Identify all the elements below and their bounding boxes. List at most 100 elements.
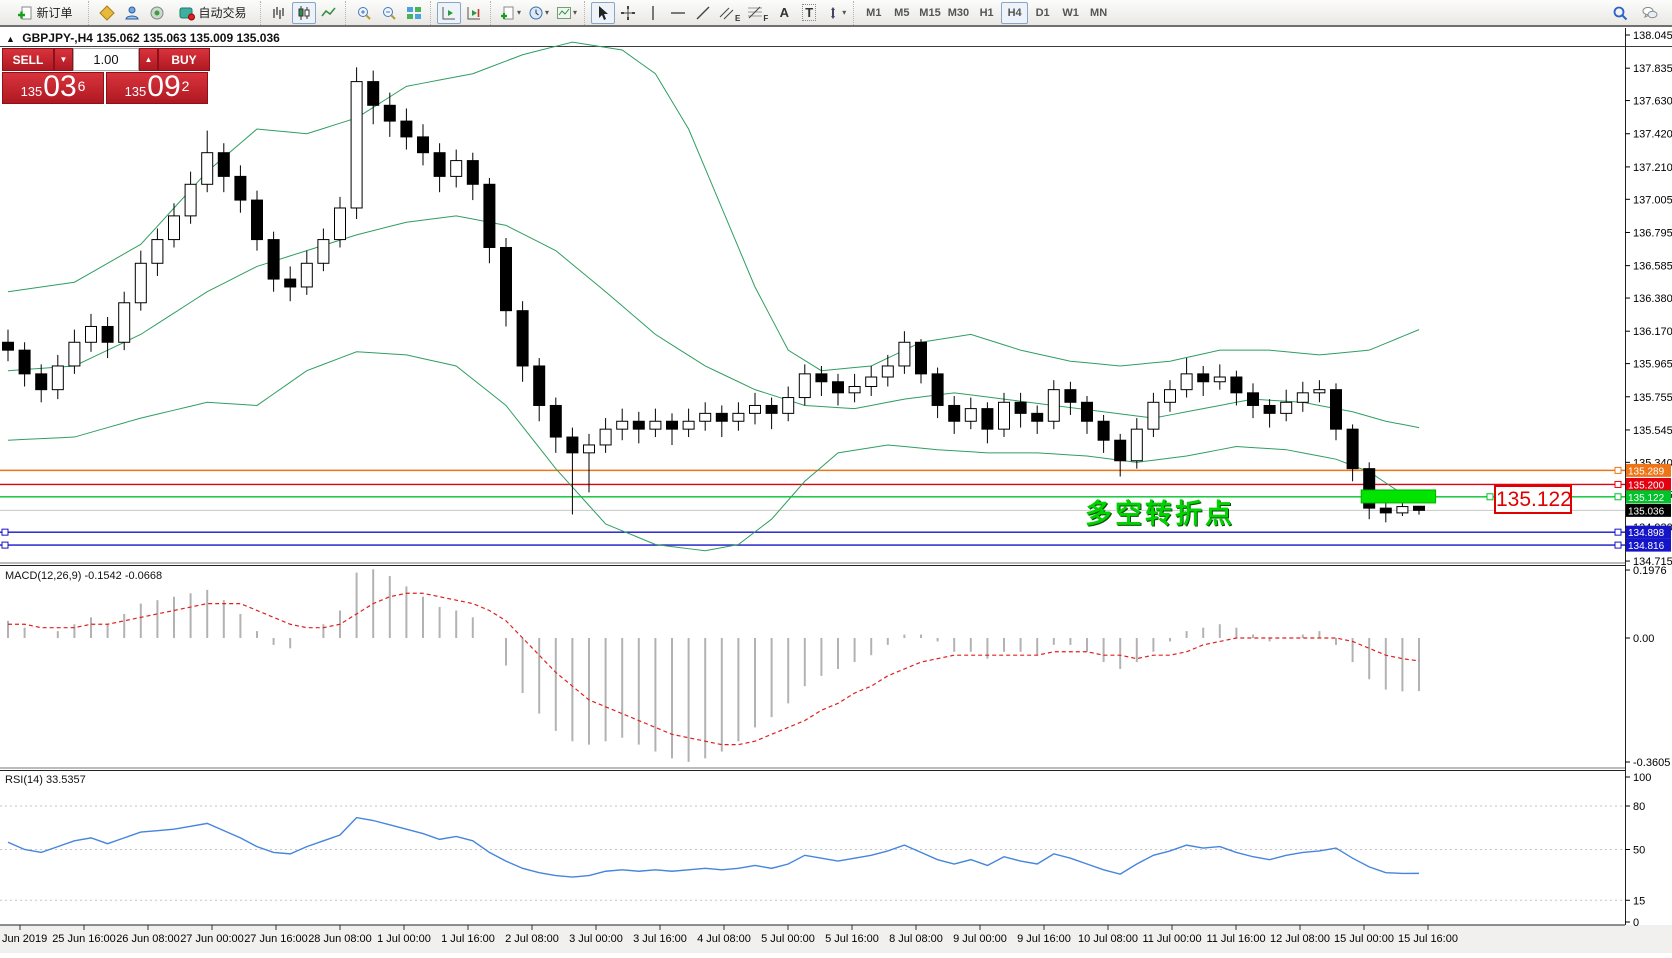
annotation-text[interactable]: 多空转折点: [1085, 499, 1235, 529]
line-handle[interactable]: [1, 528, 9, 536]
candles: [2, 67, 1425, 523]
svg-text:3 Jul 16:00: 3 Jul 16:00: [633, 933, 687, 945]
line-handle[interactable]: [1614, 466, 1622, 474]
arrows-dropdown-arrow[interactable]: ▾: [842, 8, 847, 17]
zoom-out-icon: [383, 6, 396, 20]
timeframe-D1[interactable]: D1: [1029, 2, 1056, 24]
new-chart-button[interactable]: [95, 2, 119, 24]
svg-text:1 Jul 00:00: 1 Jul 00:00: [377, 933, 431, 945]
periods-dropdown-arrow[interactable]: ▾: [545, 8, 550, 17]
timeframe-MN[interactable]: MN: [1085, 2, 1112, 24]
zoom-in-button[interactable]: [352, 2, 376, 24]
line-chart-button[interactable]: [317, 2, 341, 24]
candlestick-chart-icon: [298, 5, 310, 20]
buy-price-sup: 2: [181, 78, 190, 94]
zoom-out-button[interactable]: [377, 2, 401, 24]
buy-button[interactable]: BUY: [158, 48, 210, 71]
timeframe-M5[interactable]: M5: [888, 2, 915, 24]
timeframe-H4[interactable]: H4: [1001, 1, 1029, 24]
crosshair-tool-button[interactable]: [616, 2, 640, 24]
channel-tool-button[interactable]: E: [716, 2, 743, 24]
timeframe-M1[interactable]: M1: [860, 2, 887, 24]
new-order-button[interactable]: 新订单: [6, 2, 84, 24]
svg-text:135.200: 135.200: [1628, 480, 1665, 491]
svg-text:8 Jul 08:00: 8 Jul 08:00: [889, 933, 943, 945]
templates-dropdown-arrow[interactable]: ▾: [573, 8, 578, 17]
svg-text:137.835: 137.835: [1633, 63, 1672, 75]
svg-text:26 Jun 08:00: 26 Jun 08:00: [116, 933, 180, 945]
tile-windows-icon: [407, 6, 421, 19]
svg-text:136.795: 136.795: [1633, 227, 1672, 239]
arrows-icon: [831, 6, 836, 19]
vertical-line-tool-button[interactable]: [641, 2, 665, 24]
volume-input[interactable]: 1.00: [73, 48, 139, 71]
timeframe-M30[interactable]: M30: [945, 2, 972, 24]
text-tool-icon: A: [779, 5, 789, 20]
highlight-zone[interactable]: [1360, 489, 1437, 504]
new-order-icon: [18, 6, 32, 19]
time-axis[interactable]: [19, 925, 1429, 930]
profiles-button[interactable]: [120, 2, 144, 24]
svg-text:28 Jun 08:00: 28 Jun 08:00: [308, 933, 372, 945]
bar-chart-button[interactable]: [267, 2, 291, 24]
svg-text:135.545: 135.545: [1633, 425, 1672, 437]
timeframe-H1[interactable]: H1: [973, 2, 1000, 24]
cursor-tool-button[interactable]: [591, 1, 616, 24]
line-handle[interactable]: [1614, 528, 1622, 536]
price-tag: [1626, 538, 1671, 552]
svg-text:137.630: 137.630: [1633, 96, 1672, 108]
sell-price-sup: 6: [77, 78, 86, 94]
svg-text:27 Jun 00:00: 27 Jun 00:00: [180, 933, 244, 945]
search-button[interactable]: [1608, 2, 1632, 24]
chat-button[interactable]: [1638, 2, 1662, 24]
line-handle[interactable]: [1486, 493, 1494, 501]
collapse-caret-icon[interactable]: ▲: [6, 34, 15, 44]
macd-indicator-label: MACD(12,26,9) -0.1542 -0.0668: [5, 570, 163, 582]
svg-text:137.005: 137.005: [1633, 194, 1672, 206]
line-handle[interactable]: [1, 541, 9, 549]
auto-scroll-icon: [442, 6, 455, 19]
trendline-icon: [696, 6, 710, 19]
text-label-tool-button[interactable]: T: [797, 2, 821, 24]
price-callout-box[interactable]: 135.122: [1494, 485, 1572, 514]
periods-button[interactable]: ▾: [525, 2, 552, 24]
text-tool-button[interactable]: A: [772, 2, 796, 24]
svg-text:25 Jun 16:00: 25 Jun 16:00: [52, 933, 116, 945]
chart-shift-button[interactable]: [462, 2, 486, 24]
periods-clock-icon: [529, 6, 543, 19]
indicators-dropdown-arrow[interactable]: ▾: [517, 8, 522, 17]
line-handle[interactable]: [1614, 541, 1622, 549]
indicators-button[interactable]: ▾: [497, 2, 524, 24]
svg-text:2 Jul 08:00: 2 Jul 08:00: [505, 933, 559, 945]
horizontal-line-objects[interactable]: [0, 469, 1625, 546]
indicators-icon: [501, 6, 514, 19]
svg-text:136.380: 136.380: [1633, 293, 1672, 305]
arrows-tool-button[interactable]: ▾: [822, 2, 849, 24]
sell-button[interactable]: SELL: [2, 48, 54, 71]
templates-button[interactable]: ▾: [553, 2, 580, 24]
fibonacci-tool-button[interactable]: F: [744, 2, 771, 24]
navigator-button[interactable]: [145, 2, 169, 24]
svg-text:3 Jul 00:00: 3 Jul 00:00: [569, 933, 623, 945]
candlestick-chart-button[interactable]: [292, 1, 316, 24]
svg-text:0: 0: [1633, 917, 1639, 929]
svg-text:9 Jul 16:00: 9 Jul 16:00: [1017, 933, 1071, 945]
horizontal-line-tool-button[interactable]: [666, 2, 690, 24]
sell-price-display[interactable]: 135 03 6: [2, 72, 104, 104]
tile-windows-button[interactable]: [402, 2, 426, 24]
buy-price-display[interactable]: 135 09 2: [106, 72, 208, 104]
line-handle[interactable]: [1614, 480, 1622, 488]
trendline-tool-button[interactable]: [691, 2, 715, 24]
autotrading-button[interactable]: 自动交易: [170, 2, 256, 24]
new-order-label: 新订单: [36, 6, 73, 20]
volume-decrease-button[interactable]: ▼: [54, 48, 73, 71]
auto-scroll-button[interactable]: [437, 1, 461, 24]
svg-text:-0.3605: -0.3605: [1633, 757, 1670, 769]
timeframe-M15[interactable]: M15: [916, 2, 943, 24]
rsi-pane: [0, 805, 1625, 901]
timeframe-W1[interactable]: W1: [1057, 2, 1084, 24]
volume-increase-button[interactable]: ▲: [139, 48, 158, 71]
line-handle[interactable]: [1614, 493, 1622, 501]
svg-text:135.122: 135.122: [1628, 493, 1665, 504]
